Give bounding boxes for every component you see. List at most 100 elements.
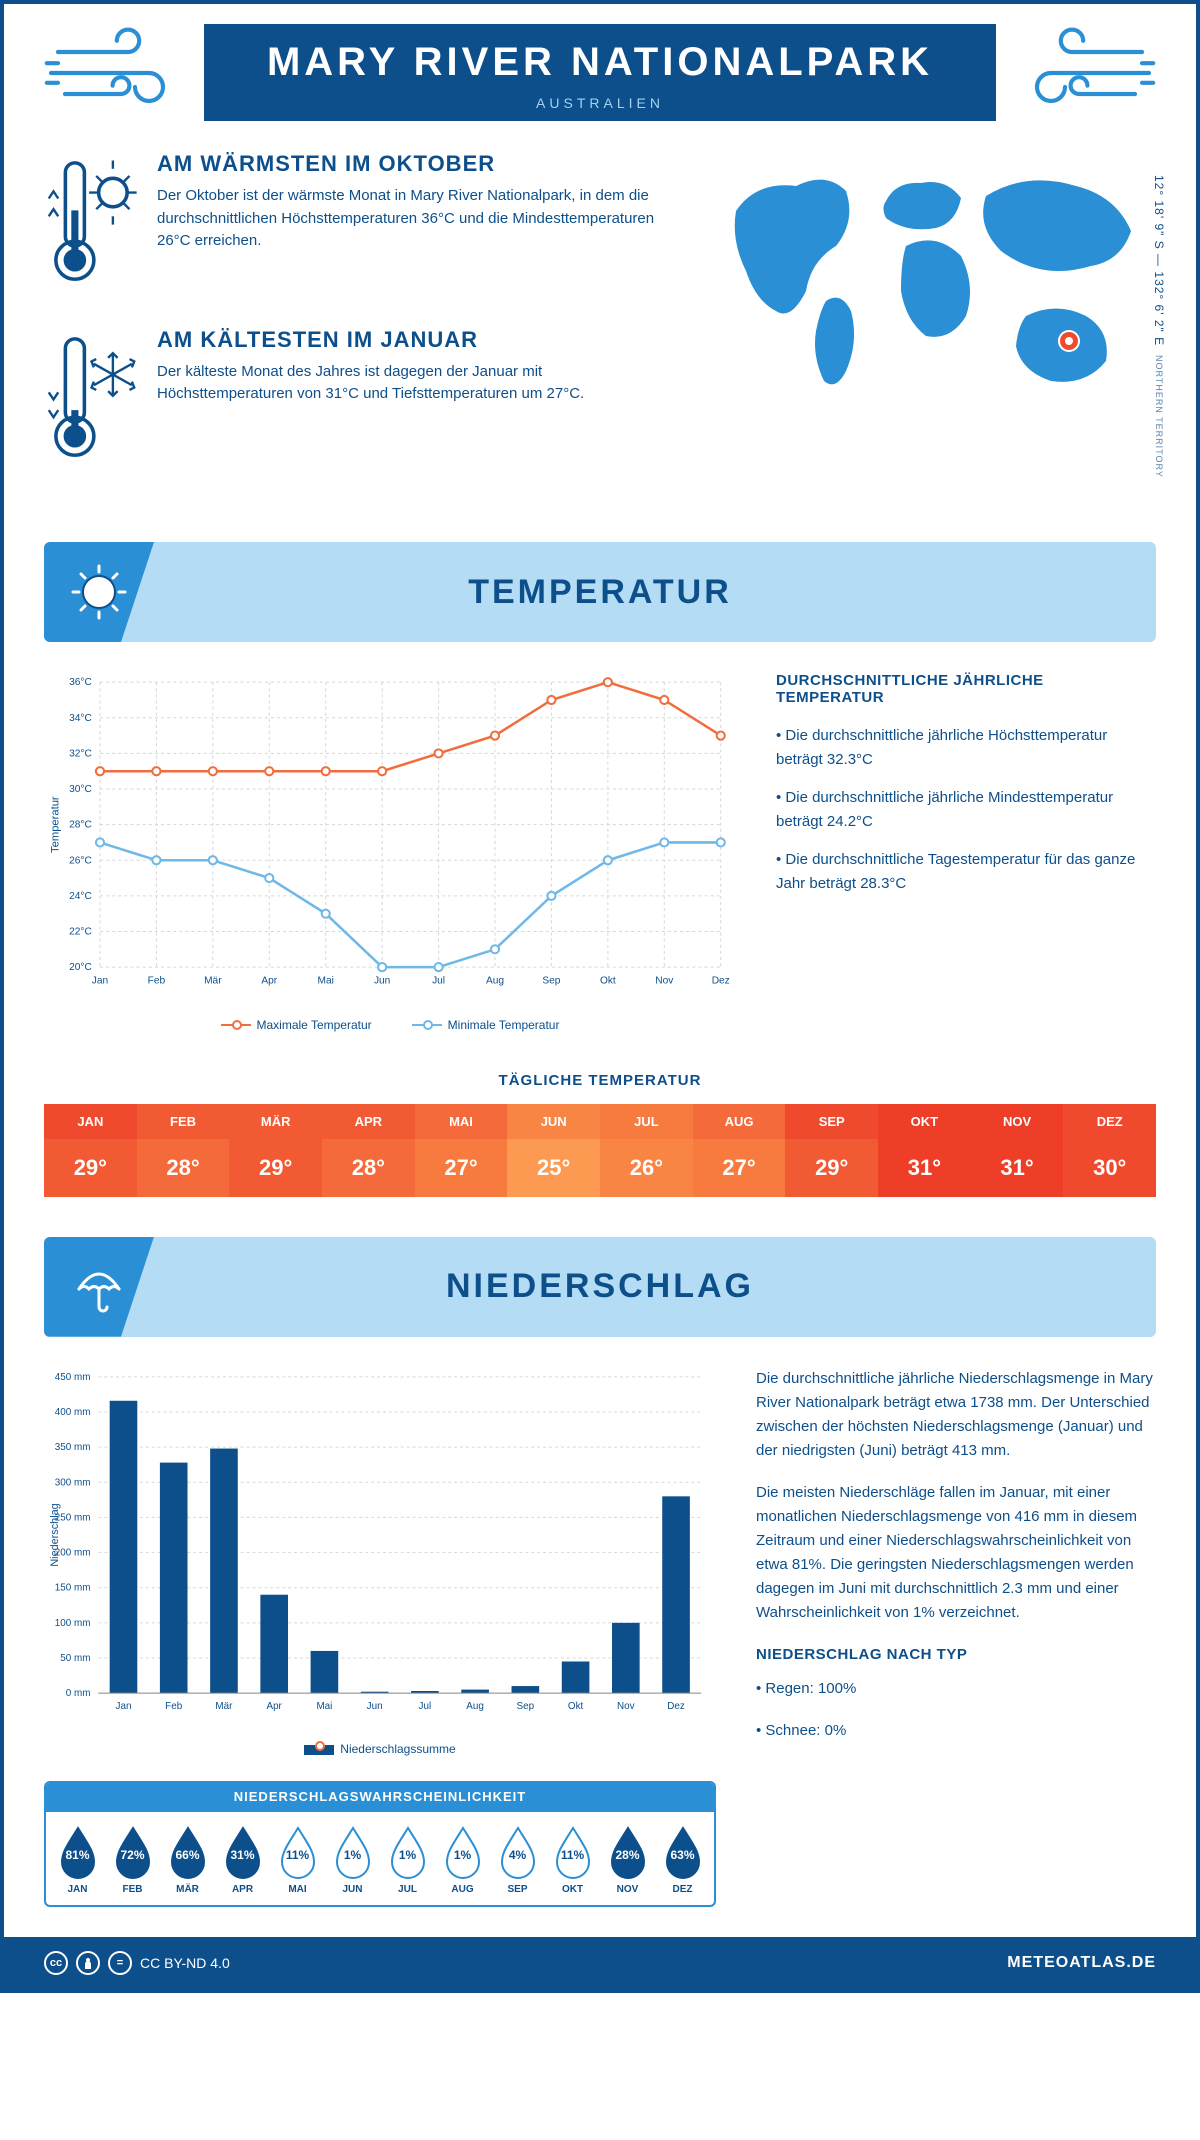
svg-text:Mai: Mai xyxy=(318,975,334,986)
svg-text:20°C: 20°C xyxy=(69,962,92,973)
svg-text:50 mm: 50 mm xyxy=(60,1653,90,1664)
svg-text:400 mm: 400 mm xyxy=(55,1407,91,1418)
svg-text:26°C: 26°C xyxy=(69,855,92,866)
daily-col: JUL 26° xyxy=(600,1104,693,1197)
daily-col: MÄR 29° xyxy=(229,1104,322,1197)
drop-col: 11% OKT xyxy=(545,1824,600,1895)
svg-text:300 mm: 300 mm xyxy=(55,1477,91,1488)
thermometer-snow-icon xyxy=(44,327,139,475)
precip-para: Die durchschnittliche jährliche Niedersc… xyxy=(756,1367,1156,1463)
drop-col: 81% JAN xyxy=(50,1824,105,1895)
precip-probability-box: NIEDERSCHLAGSWAHRSCHEINLICHKEIT 81% JAN … xyxy=(44,1781,716,1907)
daily-col: JAN 29° xyxy=(44,1104,137,1197)
section-temperature-header: TEMPERATUR xyxy=(44,542,1156,642)
thermometer-sun-icon xyxy=(44,151,139,299)
svg-text:Mär: Mär xyxy=(215,1701,233,1712)
header-area: MARY RIVER NATIONALPARK AUSTRALIEN xyxy=(4,4,1196,1937)
svg-text:Apr: Apr xyxy=(261,975,277,986)
page-subtitle: AUSTRALIEN xyxy=(204,95,996,111)
precip-summary: Die durchschnittliche jährliche Niedersc… xyxy=(756,1367,1156,1908)
svg-text:28°C: 28°C xyxy=(69,820,92,831)
footer-brand: METEOATLAS.DE xyxy=(1007,1954,1156,1972)
svg-text:Feb: Feb xyxy=(148,975,166,986)
svg-text:Mär: Mär xyxy=(204,975,222,986)
svg-text:36°C: 36°C xyxy=(69,677,92,688)
daily-col: FEB 28° xyxy=(137,1104,230,1197)
title-band: MARY RIVER NATIONALPARK AUSTRALIEN xyxy=(204,24,996,121)
svg-text:350 mm: 350 mm xyxy=(55,1442,91,1453)
svg-text:34°C: 34°C xyxy=(69,713,92,724)
daily-col: DEZ 30° xyxy=(1063,1104,1156,1197)
drop-col: 1% AUG xyxy=(435,1824,490,1895)
svg-text:0 mm: 0 mm xyxy=(66,1688,91,1699)
svg-text:Okt: Okt xyxy=(568,1701,584,1712)
svg-text:Aug: Aug xyxy=(466,1701,484,1712)
svg-text:Jun: Jun xyxy=(374,975,390,986)
daily-col: NOV 31° xyxy=(971,1104,1064,1197)
svg-text:Dez: Dez xyxy=(667,1701,685,1712)
daily-col: OKT 31° xyxy=(878,1104,971,1197)
fact-warm: AM WÄRMSTEN IM OKTOBER Der Oktober ist d… xyxy=(44,151,666,299)
drop-col: 4% SEP xyxy=(490,1824,545,1895)
svg-text:Jul: Jul xyxy=(432,975,445,986)
svg-text:Niederschlag: Niederschlag xyxy=(49,1503,61,1566)
svg-text:Nov: Nov xyxy=(655,975,674,986)
cc-icon: cc xyxy=(44,1951,68,1975)
svg-text:Sep: Sep xyxy=(517,1701,535,1712)
svg-text:Jan: Jan xyxy=(92,975,108,986)
svg-text:Mai: Mai xyxy=(316,1701,332,1712)
svg-text:Aug: Aug xyxy=(486,975,504,986)
drop-col: 72% FEB xyxy=(105,1824,160,1895)
temp-point: • Die durchschnittliche Tagestemperatur … xyxy=(776,848,1156,896)
drop-col: 28% NOV xyxy=(600,1824,655,1895)
svg-text:Nov: Nov xyxy=(617,1701,635,1712)
page: MARY RIVER NATIONALPARK AUSTRALIEN xyxy=(0,0,1200,1993)
fact-cold-title: AM KÄLTESTEN IM JANUAR xyxy=(157,327,666,353)
section-temperature-title: TEMPERATUR xyxy=(468,573,732,612)
fact-warm-title: AM WÄRMSTEN IM OKTOBER xyxy=(157,151,666,177)
license-text: CC BY-ND 4.0 xyxy=(140,1955,230,1971)
precip-type: • Schnee: 0% xyxy=(756,1719,1156,1743)
license: cc = CC BY-ND 4.0 xyxy=(44,1951,230,1975)
drop-col: 66% MÄR xyxy=(160,1824,215,1895)
svg-text:Okt: Okt xyxy=(600,975,616,986)
drop-col: 63% DEZ xyxy=(655,1824,710,1895)
temperature-chart: 20°C22°C24°C26°C28°C30°C32°C34°C36°CJanF… xyxy=(44,672,736,1032)
daily-temp-table: JAN 29° FEB 28° MÄR 29° APR 28° MAI 27° … xyxy=(44,1104,1156,1197)
wind-icon-left xyxy=(44,24,184,113)
svg-text:Jun: Jun xyxy=(367,1701,383,1712)
svg-text:Sep: Sep xyxy=(542,975,560,986)
fact-cold: AM KÄLTESTEN IM JANUAR Der kälteste Mona… xyxy=(44,327,666,475)
daily-temp-title: TÄGLICHE TEMPERATUR xyxy=(44,1072,1156,1089)
daily-col: AUG 27° xyxy=(693,1104,786,1197)
svg-text:450 mm: 450 mm xyxy=(55,1371,91,1382)
temp-chart-legend: Maximale Temperatur Minimale Temperatur xyxy=(44,1018,736,1032)
section-precip-header: NIEDERSCHLAG xyxy=(44,1237,1156,1337)
svg-text:Jul: Jul xyxy=(419,1701,432,1712)
precip-chart: 0 mm50 mm100 mm150 mm200 mm250 mm300 mm3… xyxy=(44,1367,716,1757)
svg-text:150 mm: 150 mm xyxy=(55,1582,91,1593)
daily-col: JUN 25° xyxy=(507,1104,600,1197)
svg-text:100 mm: 100 mm xyxy=(55,1617,91,1628)
drop-col: 1% JUN xyxy=(325,1824,380,1895)
precip-prob-title: NIEDERSCHLAGSWAHRSCHEINLICHKEIT xyxy=(46,1783,714,1812)
precip-legend: Niederschlagssumme xyxy=(44,1742,716,1756)
precip-para: Die meisten Niederschläge fallen im Janu… xyxy=(756,1481,1156,1625)
fact-cold-text: Der kälteste Monat des Jahres ist dagege… xyxy=(157,361,666,406)
precip-type: • Regen: 100% xyxy=(756,1677,1156,1701)
svg-text:30°C: 30°C xyxy=(69,784,92,795)
svg-text:Dez: Dez xyxy=(712,975,730,986)
wind-icon-right xyxy=(1016,24,1156,113)
drop-col: 11% MAI xyxy=(270,1824,325,1895)
intro-row: AM WÄRMSTEN IM OKTOBER Der Oktober ist d… xyxy=(44,151,1156,502)
temp-point: • Die durchschnittliche jährliche Höchst… xyxy=(776,724,1156,772)
world-map: 12° 18' 9" S — 132° 6' 2" E NORTHERN TER… xyxy=(696,151,1156,502)
coordinates: 12° 18' 9" S — 132° 6' 2" E NORTHERN TER… xyxy=(1152,151,1166,502)
daily-col: MAI 27° xyxy=(415,1104,508,1197)
temp-summary-title: DURCHSCHNITTLICHE JÄHRLICHE TEMPERATUR xyxy=(776,672,1156,706)
nd-icon: = xyxy=(108,1951,132,1975)
section-precip-title: NIEDERSCHLAG xyxy=(446,1267,754,1306)
temperature-summary: DURCHSCHNITTLICHE JÄHRLICHE TEMPERATUR •… xyxy=(776,672,1156,1032)
precip-type-title: NIEDERSCHLAG NACH TYP xyxy=(756,1643,1156,1667)
drop-col: 1% JUL xyxy=(380,1824,435,1895)
